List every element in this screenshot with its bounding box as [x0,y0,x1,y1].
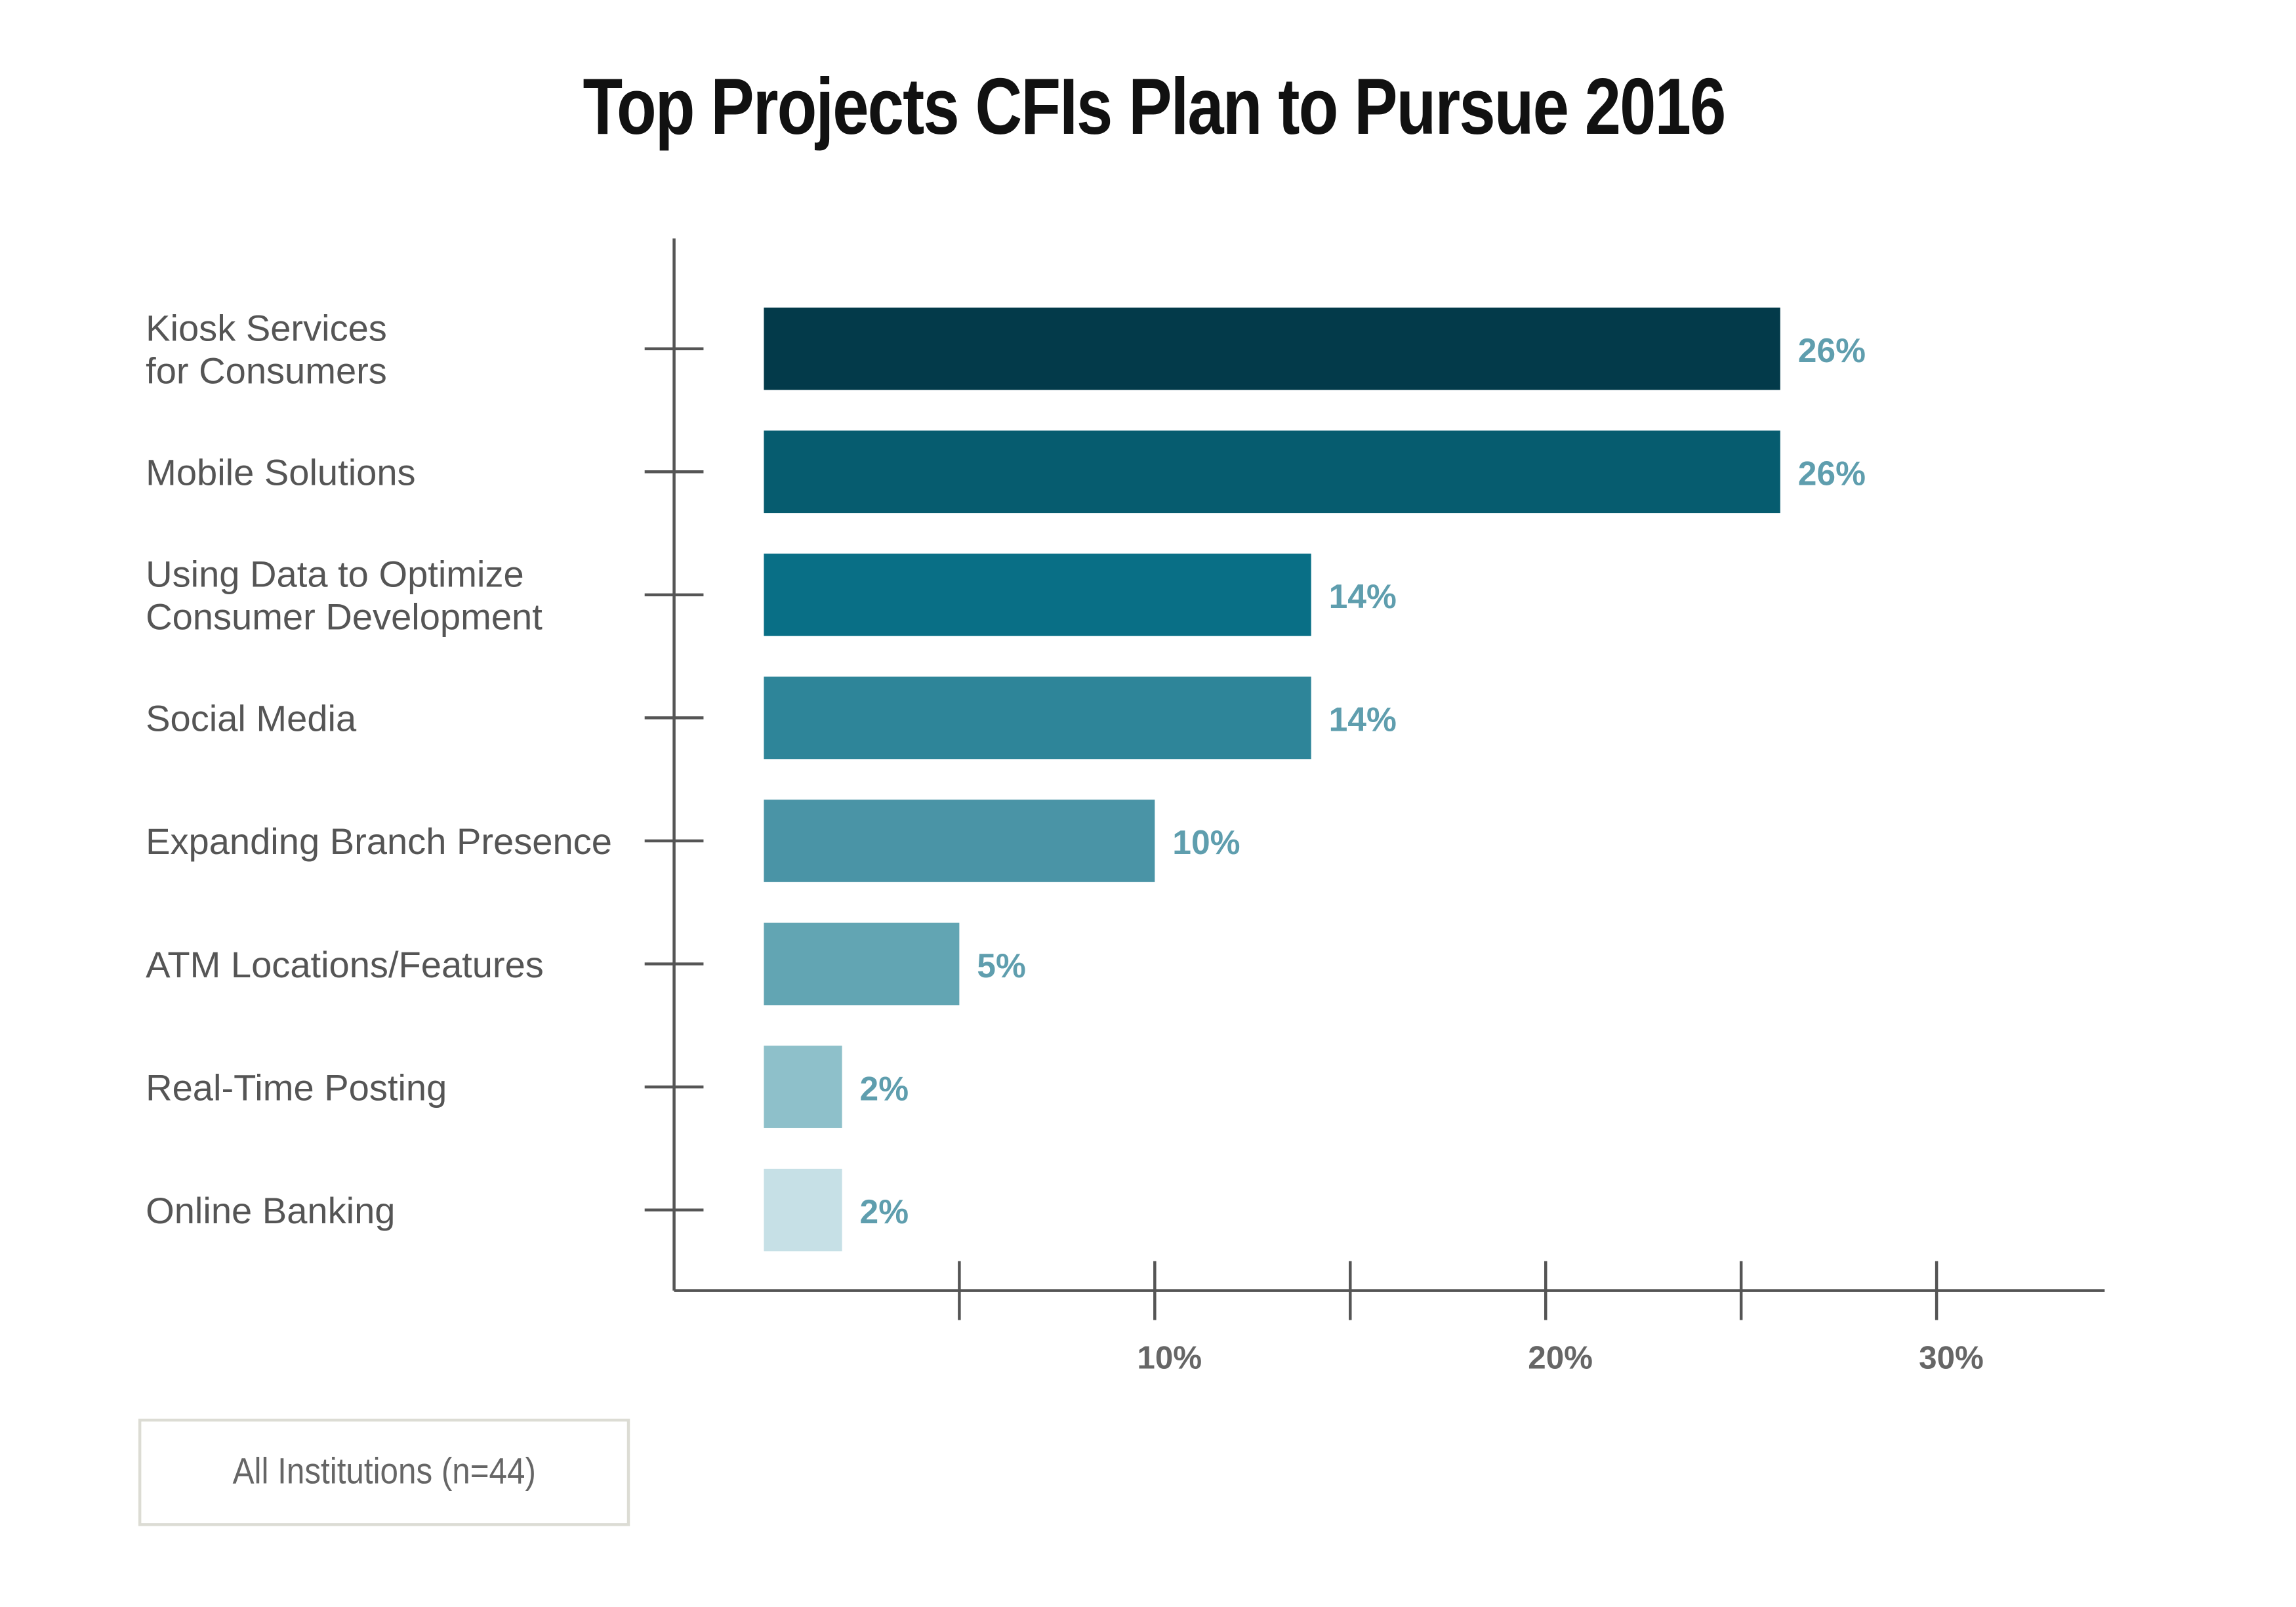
bar [764,430,1780,514]
value-label: 10% [1172,823,1240,861]
value-label: 2% [860,1192,909,1231]
legend-label: All Institutions (n=44) [232,1451,536,1493]
category-label: Social Media [146,698,357,739]
category-label: Kiosk Services for Consumers [146,307,387,391]
bar [764,554,1311,636]
category-label: ATM Locations/Features [146,944,544,985]
bar [764,922,960,1006]
category-label: Online Banking [146,1190,395,1231]
value-label: 14% [1329,701,1397,739]
bar [764,676,1311,760]
value-label: 26% [1798,454,1866,492]
x-tick-label: 10% [1137,1340,1202,1376]
value-label: 2% [860,1069,909,1107]
category-label: Real-Time Posting [146,1067,447,1108]
value-label: 5% [977,946,1026,985]
bar [764,1046,842,1128]
value-label: 14% [1329,577,1397,615]
bar [764,1168,842,1251]
bar [764,800,1155,882]
category-label: Mobile Solutions [146,451,415,493]
legend-box: All Institutions (n=44) [138,1418,630,1526]
bar [764,307,1780,390]
chart-title: Top Projects CFIs Plan to Pursue 2016 [583,63,1726,152]
category-label: Expanding Branch Presence [146,821,612,862]
x-tick-label: 30% [1919,1340,1984,1376]
x-tick-label: 20% [1528,1340,1593,1376]
category-label: Using Data to Optimize Consumer Developme… [146,554,543,638]
value-label: 26% [1798,331,1866,369]
